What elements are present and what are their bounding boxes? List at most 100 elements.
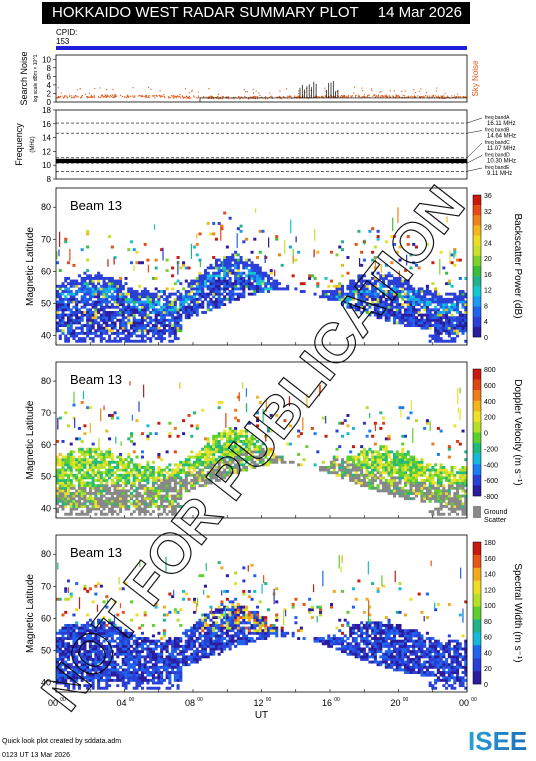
rti-cell — [69, 313, 73, 317]
rti-cell — [228, 463, 232, 467]
rti-cell — [234, 429, 238, 433]
rti-cell — [346, 432, 350, 436]
rti-cell — [327, 290, 331, 293]
rti-cell — [168, 421, 172, 425]
rti-cell — [179, 468, 183, 472]
rti-cell — [209, 266, 213, 270]
rti-cell — [406, 316, 410, 320]
noise-point — [379, 95, 381, 97]
rti-cell — [225, 258, 229, 262]
rti-cell — [165, 287, 169, 291]
rti-cell — [168, 303, 172, 307]
noise-point — [90, 96, 92, 98]
rti-cell — [195, 479, 199, 482]
rti-cell — [140, 316, 144, 320]
rti-cell — [406, 295, 410, 299]
rti-cell — [354, 458, 358, 462]
rti-cell — [453, 476, 457, 480]
rti-cell — [105, 450, 109, 454]
rti-cell — [86, 316, 90, 320]
rti-cell — [379, 316, 383, 320]
rti-cell — [179, 292, 183, 296]
rti-cell — [393, 310, 397, 314]
rti-cell — [272, 279, 276, 283]
rti-cell — [195, 284, 199, 288]
noise-point — [260, 96, 263, 98]
rti-cell — [165, 494, 169, 498]
rti-cell — [212, 305, 216, 309]
rti-cell — [160, 324, 164, 327]
rti-cell — [398, 406, 402, 410]
rti-cell — [86, 468, 90, 472]
rti-cell — [371, 481, 375, 485]
rti-cell — [456, 489, 460, 493]
rti-cell — [69, 468, 73, 472]
rti-cell — [447, 445, 451, 449]
noise-point — [289, 96, 291, 98]
noise-point — [355, 94, 357, 96]
noise-point — [245, 96, 247, 99]
rti-cell — [261, 282, 265, 286]
rti-cell — [66, 313, 70, 317]
rti-cell — [450, 466, 454, 469]
rti-cell — [184, 292, 188, 296]
rti-cell — [373, 303, 377, 307]
noise-point — [188, 96, 190, 98]
rti-cell — [127, 337, 131, 341]
rti-cell — [97, 310, 101, 314]
noise-point — [191, 89, 193, 92]
rti-cell — [66, 489, 70, 493]
rti-cell — [72, 318, 76, 322]
rti-streak — [284, 240, 286, 255]
rti-cell — [266, 447, 271, 451]
noise-point — [81, 94, 83, 97]
rti-cell — [242, 295, 246, 299]
rti-cell — [108, 489, 112, 493]
rti-cell — [99, 484, 103, 488]
rti-cell — [157, 334, 161, 338]
rti-cell — [409, 316, 413, 320]
rti-cell — [412, 463, 416, 467]
rti-cell — [456, 318, 460, 322]
rti-cell — [80, 276, 84, 280]
rti-cell — [61, 331, 65, 335]
rti-cell — [340, 468, 344, 472]
rti-cell — [458, 329, 462, 333]
rti-cell — [151, 481, 155, 485]
rti-cell — [217, 442, 221, 446]
rti-cell — [184, 279, 188, 283]
rti-cell — [182, 486, 186, 490]
rti-cell — [456, 297, 460, 301]
rti-cell — [83, 505, 87, 508]
rti-cell — [86, 476, 90, 480]
rti-streak — [363, 239, 366, 245]
rti-cell — [165, 318, 169, 322]
rti-cell — [61, 479, 65, 482]
rti-cell — [239, 432, 243, 436]
noise-point — [186, 96, 188, 98]
rti-cell — [72, 450, 76, 454]
rti-cell — [97, 282, 101, 286]
rti-cell — [121, 460, 125, 464]
noise-point — [99, 87, 101, 89]
rti-cell — [64, 468, 68, 472]
rti-cell — [245, 432, 249, 436]
rti-cell — [434, 481, 438, 485]
rti-cell — [116, 416, 120, 420]
noise-point — [429, 96, 431, 99]
rti-cell — [195, 297, 199, 301]
rti-cell — [143, 489, 147, 493]
rti-cell — [171, 324, 175, 327]
rti-cell — [225, 284, 229, 288]
rti-cell — [351, 460, 355, 464]
rti-cell — [264, 284, 268, 288]
rti-cell — [360, 295, 364, 299]
rti-cell — [439, 466, 443, 469]
rti-cell — [343, 300, 347, 304]
rti-cell — [401, 321, 405, 325]
rti-cell — [447, 318, 451, 322]
rti-cell — [412, 484, 416, 488]
rti-cell — [162, 476, 166, 480]
rti-cell — [214, 263, 218, 267]
rti-cell — [406, 460, 410, 464]
